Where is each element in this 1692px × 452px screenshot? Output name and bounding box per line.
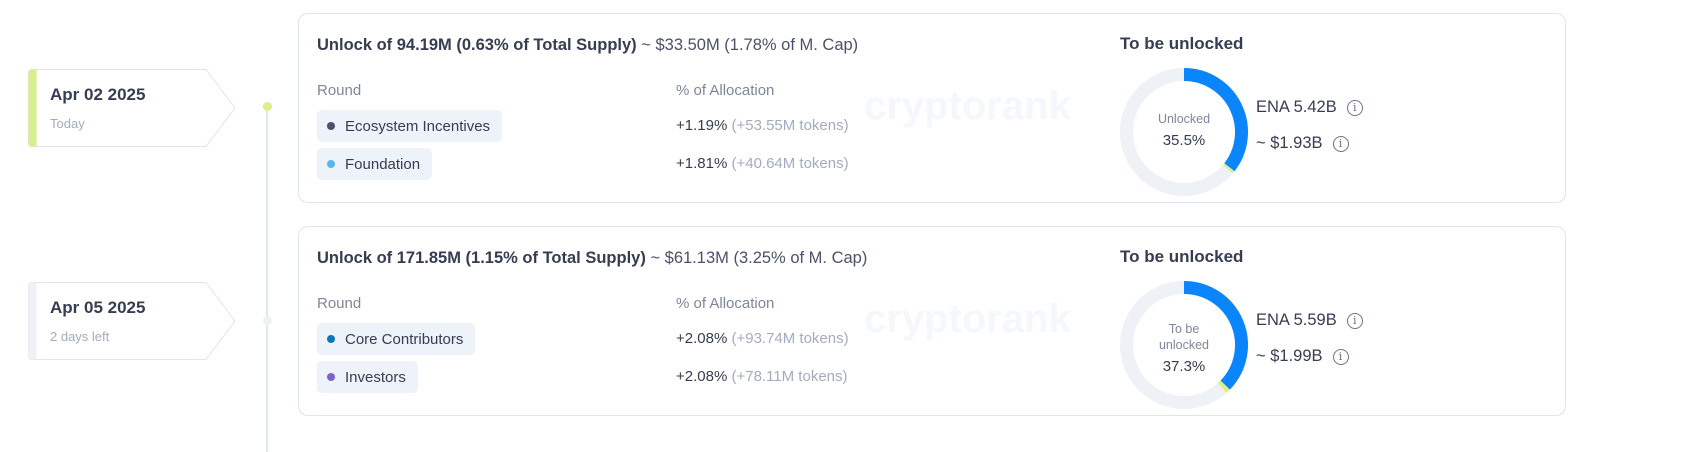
round-badge[interactable]: Foundation <box>317 148 433 180</box>
donut-label: To be unlocked 37.3% <box>1120 321 1248 375</box>
unlock-amount: Unlock of 94.19M (0.63% of Total Supply) <box>317 36 637 54</box>
info-icon[interactable]: i <box>1332 135 1349 152</box>
round-name: Ecosystem Incentives <box>345 117 491 135</box>
donut-percent: 37.3% <box>1162 358 1206 375</box>
round-badge[interactable]: Investors <box>317 361 418 393</box>
allocation-pct: +2.08% <box>676 330 728 347</box>
timeline-dot <box>262 101 272 111</box>
allocation-tokens: (+78.11M tokens) <box>731 368 848 385</box>
allocation-header: % of Allocation <box>676 295 775 312</box>
unlock-title: Unlock of 94.19M (0.63% of Total Supply)… <box>317 36 858 55</box>
usd-amount: ~ $1.93B i <box>1256 134 1349 153</box>
info-icon[interactable]: i <box>1346 312 1363 329</box>
usd-amount-text: ~ $1.99B <box>1256 347 1323 365</box>
unlock-date: Apr 02 2025 <box>50 85 146 104</box>
allocation-value: +2.08% (+93.74M tokens) <box>676 330 849 347</box>
unlock-donut <box>1120 281 1248 409</box>
allocation-pct: +1.19% <box>676 117 728 134</box>
unlock-card: cryptorank Unlock of 94.19M (0.63% of To… <box>298 13 1566 203</box>
round-name: Foundation <box>345 155 421 173</box>
date-tag[interactable]: Apr 05 2025 2 days left <box>28 282 236 360</box>
donut-this-unlock-arc <box>1217 380 1230 393</box>
allocation-tokens: (+53.55M tokens) <box>731 117 849 134</box>
watermark-logo: cryptorank <box>864 84 1071 128</box>
token-amount-text: ENA 5.42B <box>1256 98 1337 116</box>
round-color-dot <box>327 335 335 343</box>
allocation-tokens: (+40.64M tokens) <box>731 155 849 172</box>
round-color-dot <box>327 160 335 168</box>
token-amount: ENA 5.42B i <box>1256 98 1363 117</box>
donut-this-unlock-arc <box>1223 163 1235 174</box>
unlock-donut <box>1120 68 1248 196</box>
date-tag-shape <box>28 69 236 147</box>
allocation-header: % of Allocation <box>676 82 775 99</box>
donut-caption: Unlocked <box>1157 112 1211 126</box>
watermark-logo: cryptorank <box>864 297 1071 341</box>
round-header: Round <box>317 82 362 99</box>
unlock-value: ~ $61.13M (3.25% of M. Cap) <box>650 249 868 267</box>
token-amount: ENA 5.59B i <box>1256 311 1363 330</box>
date-tag-shape <box>28 282 236 360</box>
donut-unlocked-arc <box>1183 281 1248 390</box>
allocation-pct: +1.81% <box>676 155 728 172</box>
to-be-unlocked-title: To be unlocked <box>1120 34 1244 53</box>
timeline-line <box>266 106 268 452</box>
info-icon[interactable]: i <box>1346 99 1363 116</box>
unlock-value: ~ $33.50M (1.78% of M. Cap) <box>641 36 859 54</box>
unlock-amount: Unlock of 171.85M (1.15% of Total Supply… <box>317 249 646 267</box>
unlock-status: Today <box>50 116 85 131</box>
allocation-value: +1.19% (+53.55M tokens) <box>676 117 849 134</box>
allocation-value: +1.81% (+40.64M tokens) <box>676 155 849 172</box>
donut-label: Unlocked 35.5% <box>1120 111 1248 149</box>
unlock-card: cryptorank Unlock of 171.85M (1.15% of T… <box>298 226 1566 416</box>
round-name: Investors <box>345 368 406 386</box>
info-icon[interactable]: i <box>1332 348 1349 365</box>
token-amount-text: ENA 5.59B <box>1256 311 1337 329</box>
donut-unlocked-arc <box>1183 68 1248 172</box>
round-color-dot <box>327 122 335 130</box>
allocation-value: +2.08% (+78.11M tokens) <box>676 368 848 385</box>
usd-amount: ~ $1.99B i <box>1256 347 1349 366</box>
date-tag[interactable]: Apr 02 2025 Today <box>28 69 236 147</box>
unlock-status: 2 days left <box>50 329 110 344</box>
donut-caption: To be unlocked <box>1158 322 1210 352</box>
timeline-dot <box>262 315 272 325</box>
to-be-unlocked-title: To be unlocked <box>1120 247 1244 266</box>
unlock-title: Unlock of 171.85M (1.15% of Total Supply… <box>317 249 867 268</box>
allocation-pct: +2.08% <box>676 368 728 385</box>
allocation-tokens: (+93.74M tokens) <box>731 330 849 347</box>
round-badge[interactable]: Ecosystem Incentives <box>317 110 503 142</box>
donut-percent: 35.5% <box>1162 132 1206 149</box>
round-name: Core Contributors <box>345 330 464 348</box>
usd-amount-text: ~ $1.93B <box>1256 134 1323 152</box>
unlock-date: Apr 05 2025 <box>50 298 146 317</box>
round-header: Round <box>317 295 362 312</box>
round-badge[interactable]: Core Contributors <box>317 323 476 355</box>
round-color-dot <box>327 373 335 381</box>
